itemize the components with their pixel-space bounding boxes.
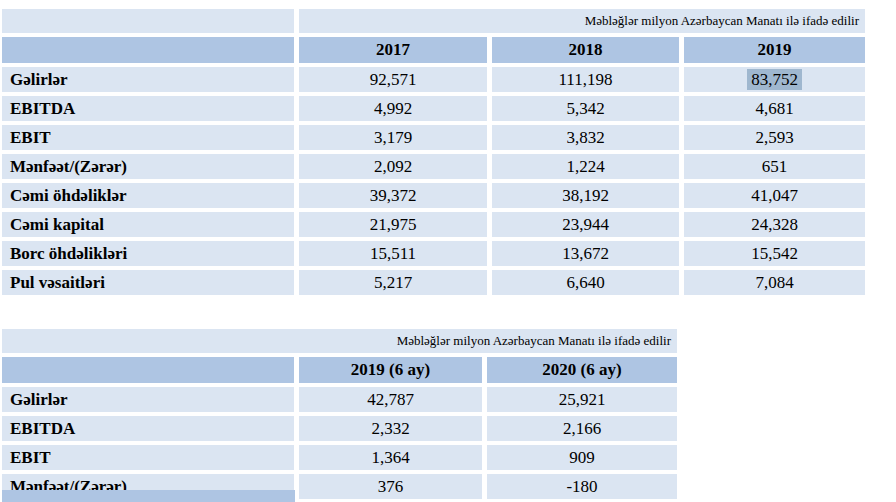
row-label: Mənfəət/(Zərər) <box>2 154 294 179</box>
column-header-2020-6ay: 2020 (6 ay) <box>487 357 677 383</box>
column-header-2019-6ay: 2019 (6 ay) <box>299 357 482 383</box>
column-header-2018: 2018 <box>492 37 679 63</box>
table-row: EBITDA 2,332 2,166 <box>2 416 677 441</box>
cell-value: 3,832 <box>492 125 679 150</box>
cutoff-next-table-header <box>2 490 295 502</box>
cell-value: 21,975 <box>299 212 487 237</box>
table-row: EBITDA 4,992 5,342 4,681 <box>2 96 865 121</box>
table-header-row: 2017 2018 2019 <box>2 37 865 63</box>
cell-value: 1,224 <box>492 154 679 179</box>
row-label: Gəlirlər <box>2 67 294 92</box>
cell-value: 3,179 <box>299 125 487 150</box>
cell-value: 7,084 <box>684 270 865 295</box>
row-label: EBIT <box>2 445 294 470</box>
cell-value: 2,092 <box>299 154 487 179</box>
table-header-row: 2019 (6 ay) 2020 (6 ay) <box>2 357 677 383</box>
table-note-row: Məbləğlər milyon Azərbaycan Manatı ilə i… <box>2 9 865 33</box>
cell-value: 41,047 <box>684 183 865 208</box>
cell-value: 83,752 <box>684 67 865 92</box>
cell-value: 92,571 <box>299 67 487 92</box>
cell-value: 4,992 <box>299 96 487 121</box>
column-header-2017: 2017 <box>299 37 487 63</box>
table-row: Cəmi kapital 21,975 23,944 24,328 <box>2 212 865 237</box>
cell-value: 651 <box>684 154 865 179</box>
cell-value: 25,921 <box>487 387 677 412</box>
units-note: Məbləğlər milyon Azərbaycan Manatı ilə i… <box>2 329 677 353</box>
table-note-row: Məbləğlər milyon Azərbaycan Manatı ilə i… <box>2 329 677 353</box>
row-label: Cəmi kapital <box>2 212 294 237</box>
cell-value: 2,332 <box>299 416 482 441</box>
column-header-2019: 2019 <box>684 37 865 63</box>
cell-value: 13,672 <box>492 241 679 266</box>
cell-value: 111,198 <box>492 67 679 92</box>
cell-value: 38,192 <box>492 183 679 208</box>
cell-value: -180 <box>487 474 677 499</box>
row-label: Borc öhdəlikləri <box>2 241 294 266</box>
cell-value: 24,328 <box>684 212 865 237</box>
row-label: Gəlirlər <box>2 387 294 412</box>
table-row: Pul vəsaitləri 5,217 6,640 7,084 <box>2 270 865 295</box>
annual-financials-table: Məbləğlər milyon Azərbaycan Manatı ilə i… <box>0 5 870 299</box>
cell-value: 4,681 <box>684 96 865 121</box>
cell-value: 42,787 <box>299 387 482 412</box>
table-row: Cəmi öhdəliklər 39,372 38,192 41,047 <box>2 183 865 208</box>
table-row: Borc öhdəlikləri 15,511 13,672 15,542 <box>2 241 865 266</box>
cell-value: 15,542 <box>684 241 865 266</box>
table-row: Gəlirlər 42,787 25,921 <box>2 387 677 412</box>
units-note: Məbləğlər milyon Azərbaycan Manatı ilə i… <box>299 9 865 33</box>
row-label: EBITDA <box>2 96 294 121</box>
cell-value: 23,944 <box>492 212 679 237</box>
cell-value: 909 <box>487 445 677 470</box>
table-row: EBIT 1,364 909 <box>2 445 677 470</box>
row-label: Cəmi öhdəliklər <box>2 183 294 208</box>
half-year-financials-table: Məbləğlər milyon Azərbaycan Manatı ilə i… <box>0 325 682 502</box>
table-row: Mənfəət/(Zərər) 2,092 1,224 651 <box>2 154 865 179</box>
header-blank-cell <box>2 37 294 63</box>
table-row: Gəlirlər 92,571 111,198 83,752 <box>2 67 865 92</box>
cell-value: 5,342 <box>492 96 679 121</box>
header-blank-cell <box>2 357 294 383</box>
row-label: EBITDA <box>2 416 294 441</box>
cell-value: 1,364 <box>299 445 482 470</box>
cell-value: 39,372 <box>299 183 487 208</box>
cell-value: 15,511 <box>299 241 487 266</box>
cell-value: 376 <box>299 474 482 499</box>
table-row: EBIT 3,179 3,832 2,593 <box>2 125 865 150</box>
row-label: EBIT <box>2 125 294 150</box>
selected-text-highlight: 83,752 <box>747 69 802 90</box>
cell-value: 2,593 <box>684 125 865 150</box>
cell-value: 6,640 <box>492 270 679 295</box>
note-row-blank-cell <box>2 9 294 33</box>
cell-value: 5,217 <box>299 270 487 295</box>
cell-value: 2,166 <box>487 416 677 441</box>
row-label: Pul vəsaitləri <box>2 270 294 295</box>
